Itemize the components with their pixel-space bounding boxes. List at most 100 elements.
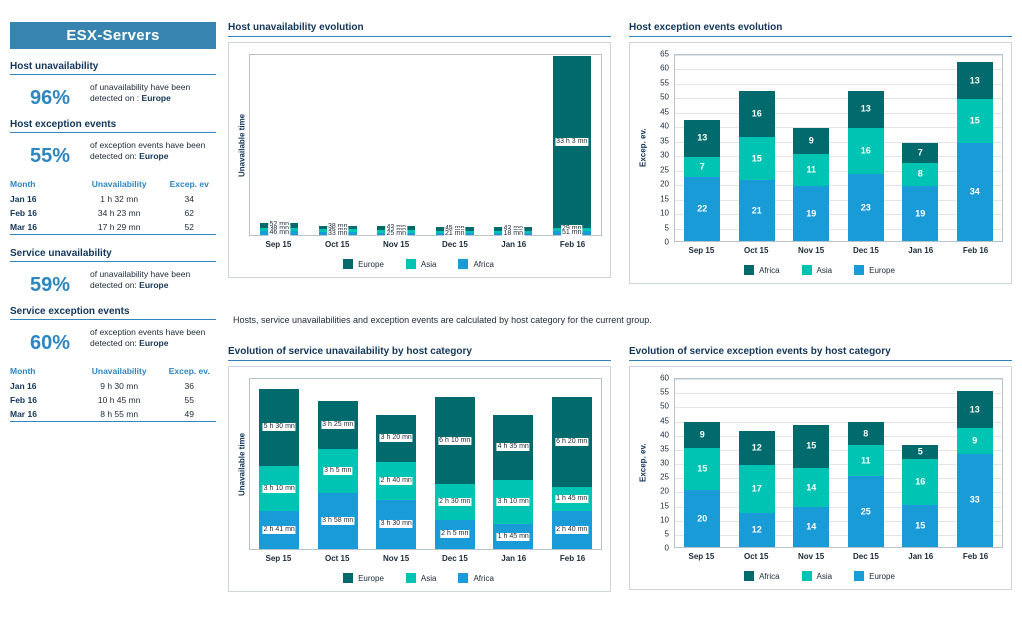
host-unavailability-summary: 96% of unavailability have been detected… [10,82,216,110]
desc-location: Europe [139,338,169,349]
bar-segment-africa: 9 [684,422,721,448]
y-axis-label: Excep. ev. [638,443,648,483]
segment-label: 2 h 41 mn [262,526,296,535]
bar-sep-15: 52 mn38 mn46 mn [260,221,299,238]
bar-segment-africa: 3 h 58 mn [317,492,358,549]
column-header: Month [10,366,36,376]
europe-swatch [854,571,865,581]
legend-label: Asia [816,265,833,275]
desc-text: of exception events have been detected o… [90,140,206,162]
sidebar-panel: ESX-Servers Host unavailability 96% of u… [10,22,216,435]
legend-label: Asia [420,259,437,269]
bar-dec-15: 13 16 23 [847,90,884,241]
table-cell: 52 [184,222,194,232]
bar-segment-asia: 16 [847,128,884,175]
europe-swatch [854,265,865,275]
gridline [675,69,1002,71]
table-cell: Feb 16 [10,395,37,405]
column-header: Unavailability [91,366,147,376]
x-axis-label: Nov 15 [797,552,825,561]
x-axis-label: Sep 15 [688,246,715,255]
legend: Africa Asia Europe [636,265,1003,275]
legend-label: Africa [473,259,494,269]
bar-segment-europe: 6 h 10 mn [434,397,475,485]
bar-feb-16: 13 15 34 [956,61,993,241]
y-axis-ticks: 0 5 10 15 20 25 30 35 40 45 50 55 60 [650,374,674,553]
table-cell: Jan 16 [10,381,37,391]
y-tick-label: 5 [664,529,669,539]
x-axis-label: Dec 15 [441,554,468,563]
bar-segment-asia: 1 h 45 mn [551,486,592,512]
desc-text: of unavailability have been detected on: [90,269,191,291]
bar-sep-15: 9 15 20 [684,422,721,547]
bar-segment-africa: 33 mn [318,229,357,238]
table-cell: 62 [184,208,194,218]
chart-host-unavailability-evolution: Host unavailability evolution Unavailabl… [228,22,611,278]
asia-swatch [801,571,812,581]
asia-swatch [801,265,812,275]
x-axis-labels: Sep 15 Oct 15 Nov 15 Dec 15 Jan 16 Feb 16 [674,552,1003,561]
host-exception-desc: of exception events have been detected o… [90,140,216,162]
x-axis-labels: Sep 15 Oct 15 Nov 15 Dec 15 Jan 16 Feb 16 [674,246,1003,255]
bar-segment-africa: 8 [847,422,884,446]
segment-label: 6 h 10 mn [438,436,472,445]
segment-label: 5 h 30 mn [262,423,296,432]
service-unavailability-desc: of unavailability have been detected on:… [90,269,216,291]
legend-label: Europe [869,571,895,581]
africa-swatch [458,573,469,583]
y-tick-label: 40 [660,121,669,131]
legend-item-africa: Africa [744,265,780,275]
bar-segment-europe: 25 [847,476,884,547]
gridline [675,83,1002,85]
segment-label: 7 [917,147,923,158]
y-axis-label: Unavailable time [237,432,247,496]
legend: Europe Asia Africa [235,573,602,583]
bar-segment-asia: 16 [902,459,939,505]
y-tick-label: 30 [660,458,669,468]
europe-swatch [343,573,354,583]
table-cell: 1 h 32 mn [100,194,139,204]
bar-segment-asia: 3 h 5 mn [317,449,358,493]
segment-label: 17 [751,483,762,494]
gridline [675,407,1002,409]
plot-area: 9 15 20 12 17 12 15 14 14 8 11 25 5 16 15 13 9 33 [674,378,1003,548]
table-cell: 10 h 45 mn [97,395,141,405]
bar-oct-15: 3 h 25 mn 3 h 5 mn 3 h 58 mn [317,401,358,549]
chart-service-unavailability-by-category: Evolution of service unavailability by h… [228,346,611,592]
chart-title: Evolution of service unavailability by h… [228,346,611,361]
gridline [675,228,1002,230]
bar-segment-africa: 21 mn [435,230,474,239]
host-unavailability-desc: of unavailability have been detected on … [90,82,216,104]
column-header: Month [10,179,36,189]
segment-label: 16 [860,145,871,156]
bar-feb-16: 13 9 33 [956,391,993,547]
bar-nov-15: 9 11 19 [793,128,830,241]
bar-segment-asia: 3 h 10 mn [493,479,534,525]
africa-swatch [744,571,755,581]
legend-item-asia: Asia [405,573,436,583]
table-header-row: Month Unavailability Excep. ev [10,177,216,192]
y-tick-label: 35 [660,444,669,454]
segment-label: 23 [860,202,871,213]
segment-label: 51 mn [561,228,583,237]
desc-location: Europe [141,93,171,104]
segment-label: 4 h 35 mn [496,443,530,452]
segment-label: 33 [969,494,980,505]
segment-label: 15 [969,115,980,126]
bar-segment-africa: 25 mn [377,229,416,238]
bar-segment-asia: 9 [956,428,993,454]
legend-item-asia: Asia [801,571,832,581]
x-axis-label: Oct 15 [325,554,350,563]
table-cell: 8 h 55 mn [100,409,139,419]
segment-label: 34 [969,186,980,197]
africa-swatch [458,259,469,269]
legend-label: Africa [759,265,780,275]
y-tick-label: 0 [664,237,669,247]
chart-title: Evolution of service exception events by… [629,346,1012,361]
segment-label: 8 [917,168,923,179]
segment-label: 3 h 25 mn [321,421,355,430]
legend-item-europe: Europe [343,259,384,269]
segment-label: 25 [860,506,871,517]
